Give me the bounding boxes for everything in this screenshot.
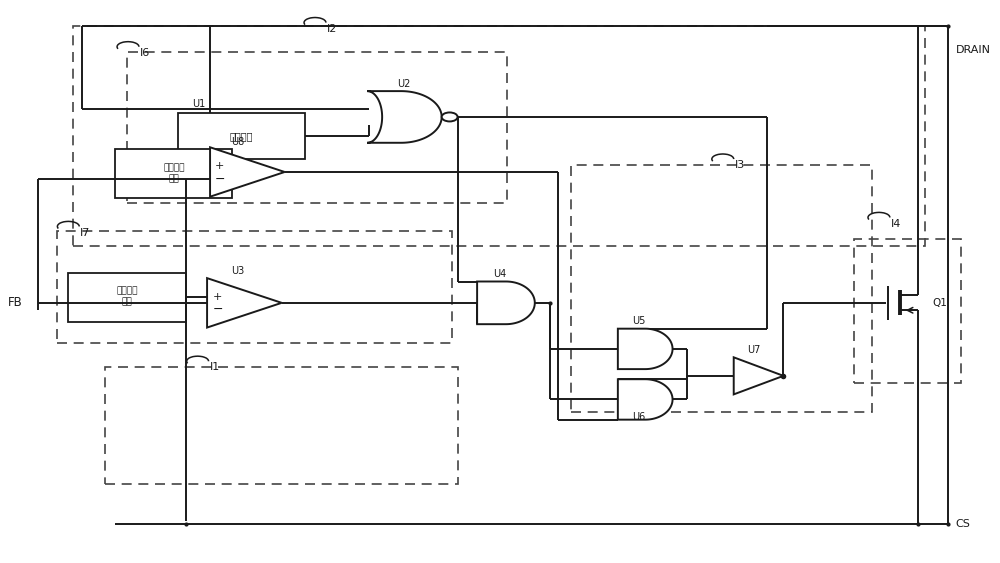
- Bar: [115, 149, 232, 198]
- Text: U4: U4: [493, 269, 507, 279]
- Bar: [571, 165, 872, 412]
- Polygon shape: [618, 379, 673, 419]
- Text: I1: I1: [210, 363, 220, 372]
- Text: CS: CS: [956, 519, 970, 529]
- Polygon shape: [210, 148, 285, 196]
- Bar: [73, 26, 925, 246]
- Text: I2: I2: [327, 24, 337, 34]
- Circle shape: [442, 113, 458, 122]
- Text: U3: U3: [231, 266, 245, 276]
- Text: U7: U7: [747, 345, 760, 355]
- Text: I3: I3: [735, 160, 745, 170]
- Text: U6: U6: [633, 412, 646, 422]
- Text: −: −: [212, 303, 223, 316]
- Polygon shape: [734, 358, 783, 395]
- Bar: [57, 231, 452, 343]
- Polygon shape: [367, 91, 442, 143]
- Text: U8: U8: [231, 137, 245, 147]
- Text: Q1: Q1: [933, 298, 948, 308]
- Text: DRAIN: DRAIN: [956, 45, 991, 55]
- Polygon shape: [477, 282, 535, 324]
- Text: +: +: [213, 292, 222, 302]
- Text: +: +: [215, 161, 224, 171]
- Text: 第一参考
电压: 第一参考 电压: [163, 163, 185, 183]
- Text: I7: I7: [80, 227, 91, 238]
- Bar: [68, 272, 186, 322]
- Polygon shape: [618, 329, 673, 369]
- Text: 第二参考
电压: 第二参考 电压: [116, 287, 138, 307]
- Text: U1: U1: [192, 99, 205, 109]
- Text: U2: U2: [397, 79, 410, 90]
- Polygon shape: [207, 278, 282, 328]
- Text: FB: FB: [8, 296, 23, 309]
- Bar: [178, 113, 305, 159]
- Bar: [105, 368, 458, 484]
- Text: −: −: [214, 173, 225, 186]
- Text: I6: I6: [140, 48, 150, 58]
- Bar: [854, 239, 961, 383]
- Text: 时延单元: 时延单元: [230, 131, 253, 141]
- Text: I4: I4: [891, 218, 901, 229]
- Bar: [127, 52, 507, 203]
- Text: U5: U5: [633, 316, 646, 327]
